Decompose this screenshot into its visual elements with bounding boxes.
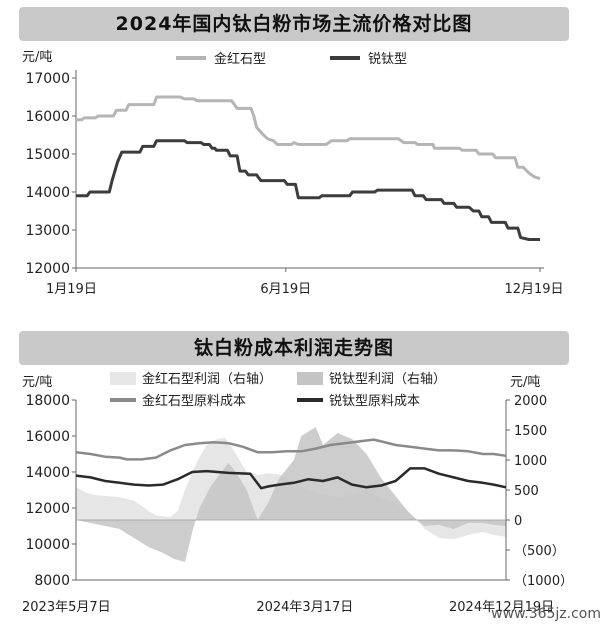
chart2-legend-label: 金红石型原料成本 <box>142 393 246 409</box>
chart1-series-anatase-line <box>76 139 540 241</box>
chart1-y-tick-label: 16000 <box>25 109 70 125</box>
chart1-y-tick-label: 14000 <box>25 185 70 201</box>
chart2-y-left-tick-label: 16000 <box>25 429 70 445</box>
chart2-legend-label: 金红石型利润（右轴） <box>142 371 272 387</box>
chart2-legend-label: 锐钛型利润（右轴） <box>329 372 446 387</box>
chart1-legend-label: 锐钛型 <box>368 52 407 67</box>
chart1-y-tick-label: 17000 <box>25 71 70 87</box>
chart1-series-rutile-line <box>76 95 541 181</box>
chart2-y-right-tick-label: 500 <box>514 484 539 499</box>
chart1-y-tick-label: 12000 <box>25 261 70 277</box>
chart2-y-right-tick-label: 1000 <box>514 454 547 469</box>
chart2-anatase-cost-line <box>75 467 507 490</box>
watermark-text: www.365jz.com <box>491 606 601 622</box>
chart1-legend-label: 金红石型 <box>214 51 266 67</box>
chart2-x-tick-label: 2024年12月19日 <box>449 600 554 615</box>
chart2-y-right-tick-label: 0 <box>514 514 522 529</box>
chart2-y-left-tick-label: 10000 <box>25 537 70 553</box>
chart2-y-right-tick-label: 1500 <box>514 424 547 439</box>
chart2-y-unit-right: 元/吨 <box>510 375 540 390</box>
chart2-y-left-tick-label: 8000 <box>34 573 70 589</box>
chart2-y-right-tick-label: 2000 <box>514 394 547 409</box>
chart1-title: 2024年国内钛白粉市场主流价格对比图 <box>19 7 569 41</box>
chart2-y-left-tick-label: 14000 <box>25 465 70 481</box>
chart2-rutile-cost-line <box>75 438 507 461</box>
chart1-x-tick-label: 1月19日 <box>46 282 97 297</box>
chart1-x-tick-label: 6月19日 <box>260 282 311 297</box>
chart2-x-tick-label: 2023年5月7日 <box>22 600 111 615</box>
chart2-legend-swatch <box>110 372 136 385</box>
chart1-y-unit: 元/吨 <box>22 50 52 65</box>
chart2-y-left-tick-label: 12000 <box>25 501 70 517</box>
chart2-legend-label: 锐钛型原料成本 <box>329 394 420 409</box>
chart2-anatase-profit-area <box>76 427 506 562</box>
chart2-y-right-tick-label: （500） <box>514 544 565 559</box>
chart2-y-right-tick-label: （1000） <box>514 574 573 589</box>
chart1-y-tick-label: 15000 <box>25 147 70 163</box>
chart1-y-tick-label: 13000 <box>25 223 70 239</box>
chart2-legend-swatch <box>297 372 323 385</box>
chart1-x-tick-label: 12月19日 <box>504 282 563 297</box>
chart2-y-unit-left: 元/吨 <box>22 375 52 390</box>
chart2-y-left-tick-label: 18000 <box>25 393 70 409</box>
chart2-title: 钛白粉成本利润走势图 <box>19 331 569 365</box>
chart2-x-tick-label: 2024年3月17日 <box>256 600 353 615</box>
chart1-plot: 元/吨 金红石型 锐钛型 17000 16000 15000 14000 13000 120… <box>22 50 564 297</box>
